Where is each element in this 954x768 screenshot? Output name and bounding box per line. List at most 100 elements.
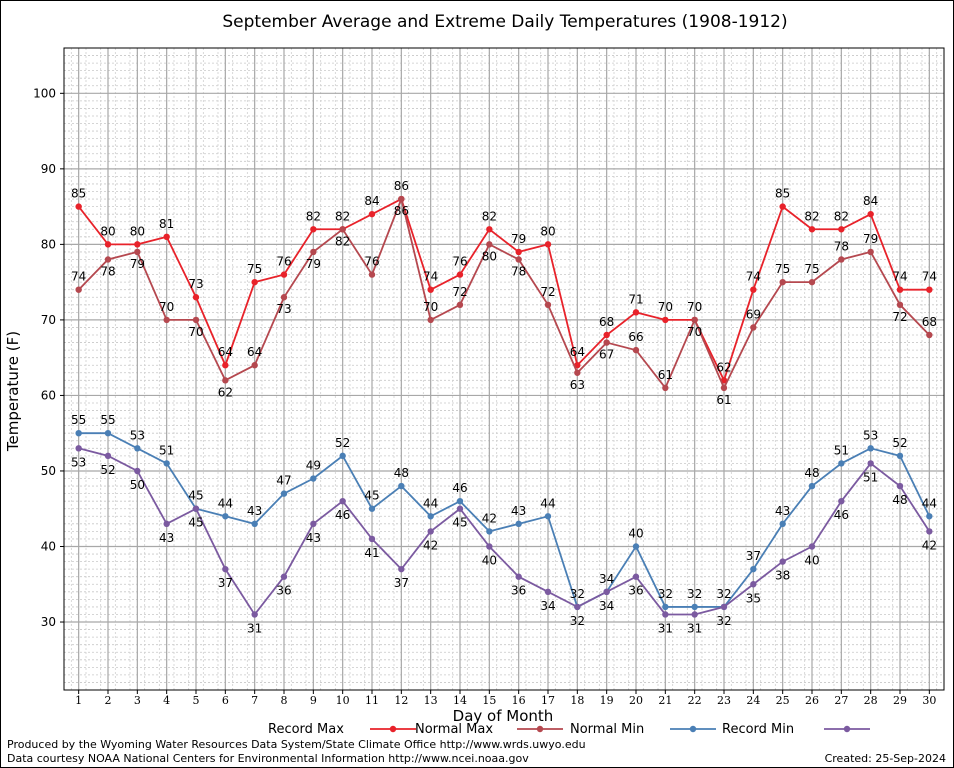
record-max-point <box>779 203 786 210</box>
x-tick-label: 13 <box>424 694 438 707</box>
normal-min-point <box>808 482 816 490</box>
normal-min-data-label: 32 <box>658 587 673 601</box>
normal-max-point <box>486 241 493 248</box>
normal-max-point <box>280 294 288 301</box>
x-axis-label: Day of Month <box>453 707 554 725</box>
record-max-point <box>427 286 434 293</box>
normal-max-data-label: 67 <box>599 348 614 362</box>
record-min-data-label: 37 <box>218 576 233 590</box>
normal-max-data-label: 68 <box>922 315 937 329</box>
record-max-data-label: 82 <box>335 209 350 223</box>
record-min-data-label: 40 <box>482 553 497 567</box>
y-tick-label: 30 <box>41 615 56 629</box>
y-tick-label: 70 <box>41 313 56 327</box>
record-max-point <box>134 241 141 248</box>
record-max-data-label: 62 <box>716 360 731 374</box>
record-min-point <box>427 528 434 535</box>
record-min-point <box>867 460 874 467</box>
normal-max-data-label: 70 <box>159 300 174 314</box>
record-min-data-label: 43 <box>159 531 174 545</box>
record-max-point <box>867 210 874 218</box>
record-min-point <box>251 611 258 618</box>
record-min-data-label: 31 <box>658 621 673 635</box>
record-min-point <box>838 497 845 505</box>
normal-max-data-label: 61 <box>716 393 731 407</box>
record-max-data-label: 74 <box>892 270 907 284</box>
legend-marker-normal-max <box>536 725 544 733</box>
normal-min-data-label: 46 <box>452 481 467 495</box>
normal-min-point <box>75 430 82 437</box>
legend-label-normal-min: Normal Min <box>570 722 644 737</box>
y-tick-label: 50 <box>41 464 56 478</box>
normal-max-point <box>75 286 82 293</box>
x-tick-label: 11 <box>365 694 379 707</box>
normal-min-data-label: 45 <box>188 489 203 503</box>
x-tick-label: 30 <box>922 694 936 707</box>
record-max-data-label: 82 <box>834 209 849 223</box>
normal-max-data-label: 78 <box>100 264 115 278</box>
record-min-data-label: 46 <box>834 508 849 522</box>
normal-min-point <box>838 460 845 467</box>
record-max-point <box>750 286 757 293</box>
record-min-point <box>632 573 640 580</box>
x-tick-label: 7 <box>251 694 258 707</box>
normal-max-point <box>926 331 933 339</box>
record-max-data-label: 86 <box>394 179 409 193</box>
record-max-point <box>544 241 552 248</box>
record-max-line <box>77 197 930 383</box>
normal-max-data-label: 63 <box>570 378 585 392</box>
normal-min-data-label: 52 <box>335 436 350 450</box>
y-tick-label: 100 <box>33 86 56 100</box>
normal-min-data-label: 37 <box>746 549 761 563</box>
record-max-data-label: 85 <box>775 187 790 201</box>
record-max-point <box>251 278 258 286</box>
normal-min-data-label: 47 <box>276 474 291 488</box>
normal-min-data-label: 44 <box>218 496 233 510</box>
normal-max-point <box>104 256 112 263</box>
normal-max-point <box>838 256 845 263</box>
normal-min-point <box>310 475 317 482</box>
record-min-data-label: 31 <box>247 621 262 635</box>
normal-min-point <box>251 520 258 528</box>
normal-max-point <box>779 278 786 286</box>
record-min-point <box>486 543 493 550</box>
record-min-point <box>456 505 464 512</box>
normal-min-data-label: 49 <box>306 459 321 473</box>
normal-min-data-label: 53 <box>130 428 145 442</box>
normal-min-point <box>134 445 141 452</box>
normal-max-data-label: 80 <box>482 249 497 263</box>
normal-max-data-label: 79 <box>863 232 878 246</box>
legend-label-record-min: Record Min <box>722 722 794 737</box>
normal-max-data-label: 64 <box>247 345 262 359</box>
normal-max-data-label: 72 <box>452 285 467 299</box>
normal-min-data-label: 44 <box>922 496 937 510</box>
normal-min-point <box>779 520 786 528</box>
record-min-point <box>134 467 141 475</box>
record-max-data-label: 82 <box>804 209 819 223</box>
x-tick-label: 18 <box>570 694 584 707</box>
normal-min-data-label: 43 <box>775 504 790 518</box>
normal-min-point <box>896 452 904 460</box>
normal-max-point <box>222 377 229 384</box>
record-min-data-label: 36 <box>628 584 643 598</box>
normal-min-data-label: 51 <box>159 443 174 457</box>
x-tick-label: 26 <box>805 694 819 707</box>
record-min-point <box>104 452 112 460</box>
record-max-point <box>838 226 845 233</box>
normal-min-data-label: 53 <box>863 428 878 442</box>
normal-max-data-label: 78 <box>834 239 849 253</box>
record-max-data-label: 79 <box>511 232 526 246</box>
record-min-data-label: 50 <box>130 478 145 492</box>
normal-min-data-label: 40 <box>628 526 643 540</box>
normal-min-point <box>926 513 933 520</box>
record-max-data-label: 82 <box>306 209 321 223</box>
record-min-point <box>398 565 405 573</box>
normal-min-point <box>398 482 405 490</box>
x-tick-label: 23 <box>717 694 731 707</box>
record-max-point <box>310 226 317 233</box>
record-max-point <box>75 203 82 210</box>
record-max-data-label: 80 <box>100 224 115 238</box>
normal-min-data-label: 44 <box>423 496 438 510</box>
legend-label-record-max: Record Max <box>268 722 344 737</box>
record-max-point <box>926 286 933 293</box>
